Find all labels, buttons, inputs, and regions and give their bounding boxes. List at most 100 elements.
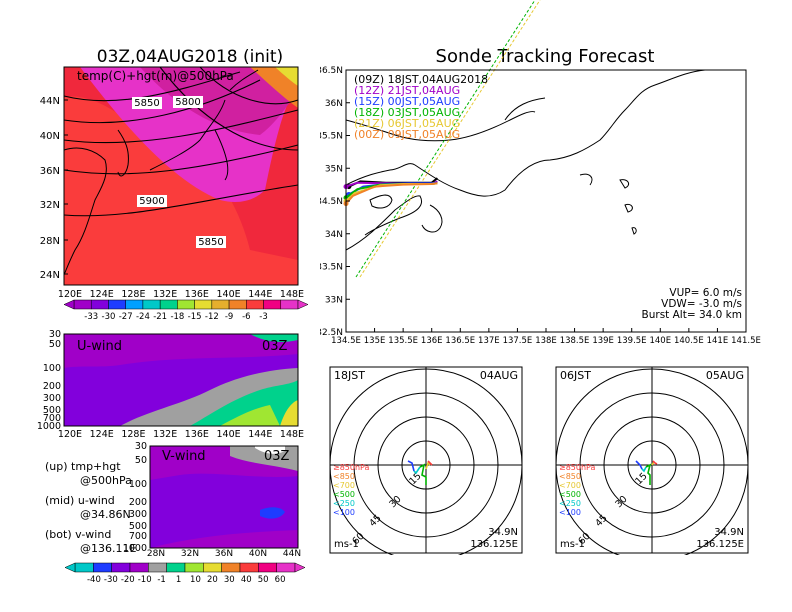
temp-height-map-panel: 03Z,04AUG2018 (init) 5850 5800 5900 5850 te…	[40, 47, 309, 322]
map-region-orange	[250, 67, 298, 108]
hodograph-trace	[641, 466, 647, 473]
colorbar-segment	[228, 299, 247, 310]
colorbar-segment	[125, 299, 144, 310]
colorbar-segment	[166, 562, 186, 573]
lon-tick-label: 141.5E	[731, 336, 761, 346]
lon-tick-label: 132E	[153, 429, 177, 440]
legend-entry: (09Z) 18JST,04AUG2018	[354, 73, 488, 86]
forecast-title: Sonde Tracking Forecast	[436, 46, 655, 67]
lat-tick-label: 28N	[147, 549, 165, 559]
colorbar-tick-label: -12	[205, 312, 219, 322]
colorbar-tick-label: 60	[275, 575, 286, 585]
u-wind-region	[250, 334, 298, 342]
lat-tick-label: 34.5N	[320, 197, 343, 207]
wind-colorbar: -40 -30 -20 -10 -1 1 10 20 30 40 50 60	[64, 562, 306, 585]
lon-tick-label: 136E	[185, 429, 209, 440]
level-legend: ≥850hPa	[333, 463, 370, 472]
colorbar-tick-label: 30	[224, 575, 235, 585]
level-legend: ≥850hPa	[559, 463, 596, 472]
lat-tick-label: 35.5N	[320, 132, 343, 142]
lat-tick-label: 40N	[40, 131, 60, 142]
legend-entry: (15Z) 00JST,05AUG	[354, 95, 460, 108]
pressure-tick-label: 50	[49, 339, 61, 350]
colorbar-arrow-right	[294, 562, 306, 573]
lon-tick-label: 148E	[280, 289, 304, 300]
hodograph-trace	[419, 463, 427, 485]
lon-tick-label: 136E	[421, 336, 443, 346]
lat-tick-label: 33.5N	[320, 263, 343, 273]
hodograph-lon: 136.125E	[470, 539, 518, 550]
contour-label: 5900	[139, 196, 164, 207]
legend-entry: (12Z) 21JST,04AUG	[354, 84, 460, 97]
colorbar-arrow-left	[64, 562, 76, 573]
colorbar-tick-label: -33	[84, 312, 98, 322]
lon-tick-label: 136E	[185, 289, 209, 300]
v-wind-region	[260, 507, 285, 519]
u-wind-region	[280, 400, 298, 426]
coastline	[63, 147, 107, 276]
coastline	[229, 69, 259, 91]
colorbar-segment	[159, 299, 178, 310]
lat-tick-label: 44N	[283, 549, 301, 559]
contour-label: 5850	[198, 237, 223, 248]
colorbar-segment	[276, 562, 296, 573]
colorbar-tick-label: 50	[258, 575, 269, 585]
hodograph-time: 18JST	[334, 369, 365, 382]
coastline	[504, 97, 546, 121]
lon-tick-label: 139.5E	[617, 336, 647, 346]
lat-tick-label: 36N	[215, 549, 233, 559]
hodograph-trace	[425, 461, 431, 470]
contour-label-bg	[196, 236, 226, 248]
colorbar-segment	[203, 562, 222, 573]
colorbar-segment	[148, 562, 167, 573]
height-contour	[63, 79, 261, 124]
colorbar-segment	[184, 562, 204, 573]
pressure-tick-label: 700	[129, 531, 147, 542]
coastline	[345, 195, 423, 251]
v-wind-region	[255, 446, 285, 454]
contour-label-bg	[173, 96, 203, 108]
colorbar-tick-label: -30	[102, 312, 116, 322]
forecast-map-bg	[346, 70, 746, 332]
legend-entry: (00Z) 09JST,05AUG	[354, 128, 460, 141]
coastline	[579, 173, 593, 186]
hodograph-trace	[635, 460, 643, 470]
coastline	[421, 204, 443, 233]
lon-tick-label: 144E	[248, 429, 272, 440]
map-field-label: temp(C)+hgt(m)@500hPa	[77, 69, 234, 83]
colorbar-segment	[258, 562, 277, 573]
height-contour	[63, 71, 241, 102]
lon-tick-label: 128E	[121, 289, 145, 300]
hodograph-unit: ms-1	[334, 539, 359, 550]
pressure-tick-label: 50	[135, 455, 147, 466]
coastline	[631, 227, 637, 235]
hodograph-time: 06JST	[560, 369, 591, 382]
lon-tick-label: 148E	[280, 429, 304, 440]
trajectory-line	[345, 182, 438, 205]
colorbar-segment	[111, 562, 131, 573]
hodograph-trace	[652, 460, 658, 465]
hodograph-date: 04AUG	[480, 369, 518, 382]
colorbar-segment	[263, 299, 282, 310]
forecast-param: VDW= -3.0 m/s	[661, 298, 742, 310]
level-legend: <500	[559, 490, 581, 499]
pressure-tick-label: 30	[135, 441, 147, 452]
pressure-tick-label: 200	[43, 381, 61, 392]
lat-tick-label: 36N	[325, 99, 343, 109]
u-wind-time: 03Z	[262, 339, 288, 354]
height-contour	[63, 144, 299, 175]
level-legend: <250	[333, 499, 355, 508]
colorbar-tick-label: -18	[170, 312, 184, 322]
level-legend: <250	[559, 499, 581, 508]
lon-tick-label: 128E	[121, 429, 145, 440]
forecast-param: VUP= 6.0 m/s	[669, 287, 742, 299]
colorbar-segment	[194, 299, 213, 310]
lon-tick-label: 140E	[217, 429, 241, 440]
pressure-tick-label: 1000	[37, 421, 61, 432]
level-legend: <700	[333, 481, 355, 490]
note-bot: (bot) v-wind @136.11E	[45, 528, 137, 555]
lon-tick-label: 132E	[153, 289, 177, 300]
